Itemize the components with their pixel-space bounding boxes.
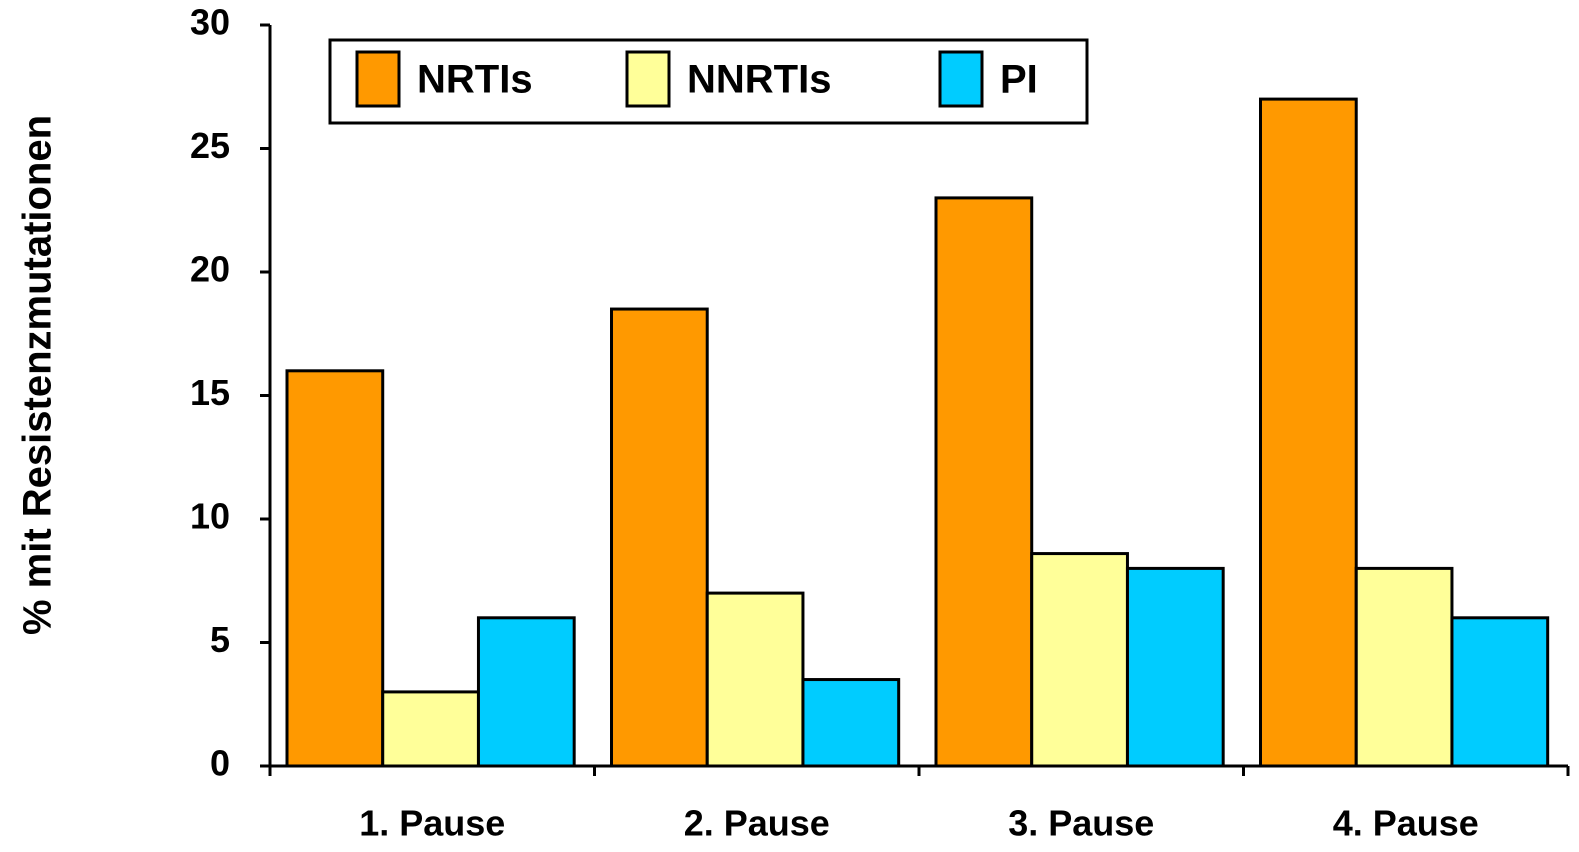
y-axis-label: % mit Resistenzmutationen (16, 115, 60, 635)
legend-label: NRTIs (417, 58, 533, 102)
y-tick-label: 30 (190, 2, 230, 43)
bar (1030, 552, 1129, 768)
legend-swatch (938, 50, 984, 108)
y-tick-label: 10 (190, 496, 230, 537)
bar (476, 616, 576, 768)
bar (801, 678, 901, 768)
legend-swatch (625, 50, 671, 108)
bar (1125, 566, 1225, 768)
bar (1450, 616, 1550, 768)
x-tick-label: 4. Pause (1333, 803, 1479, 844)
y-tick-label: 0 (210, 743, 230, 784)
y-tick-label: 5 (210, 619, 230, 660)
bar (1259, 97, 1358, 768)
y-tick-label: 25 (190, 125, 230, 166)
legend-label: PI (1000, 58, 1038, 102)
bar (285, 369, 385, 768)
bar (934, 196, 1034, 768)
x-tick-label: 3. Pause (1008, 803, 1154, 844)
bar (381, 690, 480, 768)
x-tick-label: 1. Pause (359, 803, 505, 844)
bar (705, 591, 805, 768)
legend-label: NNRTIs (687, 58, 831, 102)
bar (1354, 566, 1454, 768)
x-tick-label: 2. Pause (684, 803, 830, 844)
legend-swatch (355, 50, 401, 108)
y-tick-label: 20 (190, 249, 230, 290)
bar (610, 307, 709, 768)
y-tick-label: 15 (190, 372, 230, 413)
